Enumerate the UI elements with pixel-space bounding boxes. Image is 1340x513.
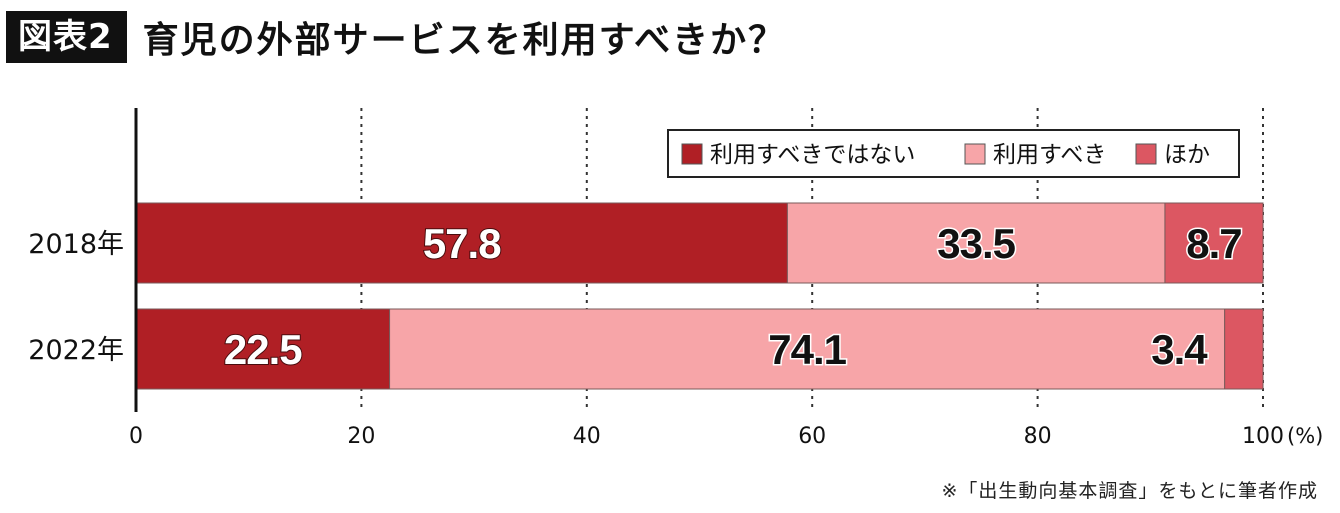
data-label-1-1: 74.1	[768, 326, 846, 373]
legend-swatch-0	[681, 143, 703, 165]
x-tick-label-80: 80	[1024, 424, 1052, 449]
bar-1-2	[1224, 308, 1264, 390]
figure-tag: 図表2	[6, 11, 127, 63]
legend-label-2: ほか	[1164, 142, 1210, 168]
legend-swatch-2	[1135, 143, 1157, 165]
x-tick-label-100: 100	[1242, 424, 1284, 449]
legend-swatch-1	[964, 143, 986, 165]
chart-title: 育児の外部サービスを利用すべきか？	[142, 20, 787, 61]
x-tick-label-40: 40	[573, 424, 601, 449]
data-labels: 57.8 33.5 8.7 22.5 74.1 3.4	[223, 219, 1244, 375]
data-label-0-0: 57.8	[423, 220, 501, 267]
x-tick-label-60: 60	[798, 424, 826, 449]
x-axis-unit: (%)	[1287, 424, 1323, 448]
title-bar: 図表2 育児の外部サービスを利用すべきか？	[6, 8, 786, 66]
bar-0-0	[135, 202, 788, 284]
legend-label-0: 利用すべきではない	[710, 142, 915, 168]
x-tick-label-0: 0	[129, 424, 143, 449]
data-label-1-2: 3.4	[1151, 326, 1208, 373]
bar-0-2	[1164, 202, 1264, 284]
category-label-1: 2022年	[28, 335, 124, 366]
legend-label-1: 利用すべき	[993, 142, 1106, 168]
x-tick-label-20: 20	[347, 424, 375, 449]
axes: 2018年 2022年 0 20 40 60 80 100 (%)	[28, 108, 1323, 449]
legend: 利用すべきではない 利用すべき ほか	[667, 129, 1240, 178]
data-label-0-2: 8.7	[1186, 220, 1241, 267]
data-label-0-1: 33.5	[937, 220, 1015, 267]
bars	[135, 202, 1264, 390]
category-label-0: 2018年	[28, 229, 124, 260]
data-label-1-0: 22.5	[224, 326, 302, 373]
bar-1-1	[389, 308, 1226, 390]
source-footnote: ※「出生動向基本調査」をもとに筆者作成	[941, 480, 1318, 502]
bar-0-1	[786, 202, 1166, 284]
